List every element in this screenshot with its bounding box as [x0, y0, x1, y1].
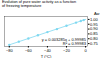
svg-text:T (°C): T (°C)	[41, 53, 52, 58]
svg-text:0.75: 0.75	[90, 41, 99, 46]
svg-text:0.90: 0.90	[90, 26, 99, 31]
svg-text:0.80: 0.80	[90, 36, 99, 41]
svg-text:−80: −80	[6, 48, 14, 53]
svg-text:0.95: 0.95	[90, 21, 99, 26]
html-text:Evolution of pure water activi: Evolution of pure water activity as a fu…	[2, 0, 77, 9]
svg-text:0: 0	[84, 48, 87, 53]
svg-text:y = 0.003285x + 0.99985R² = 0.: y = 0.003285x + 0.99985R² = 0.99983	[42, 37, 87, 46]
svg-text:1.00: 1.00	[90, 16, 99, 21]
svg-text:Aw: Aw	[94, 11, 100, 16]
svg-text:−20: −20	[63, 48, 71, 53]
svg-text:0.85: 0.85	[90, 31, 99, 36]
svg-text:−60: −60	[25, 48, 33, 53]
svg-text:−40: −40	[44, 48, 52, 53]
